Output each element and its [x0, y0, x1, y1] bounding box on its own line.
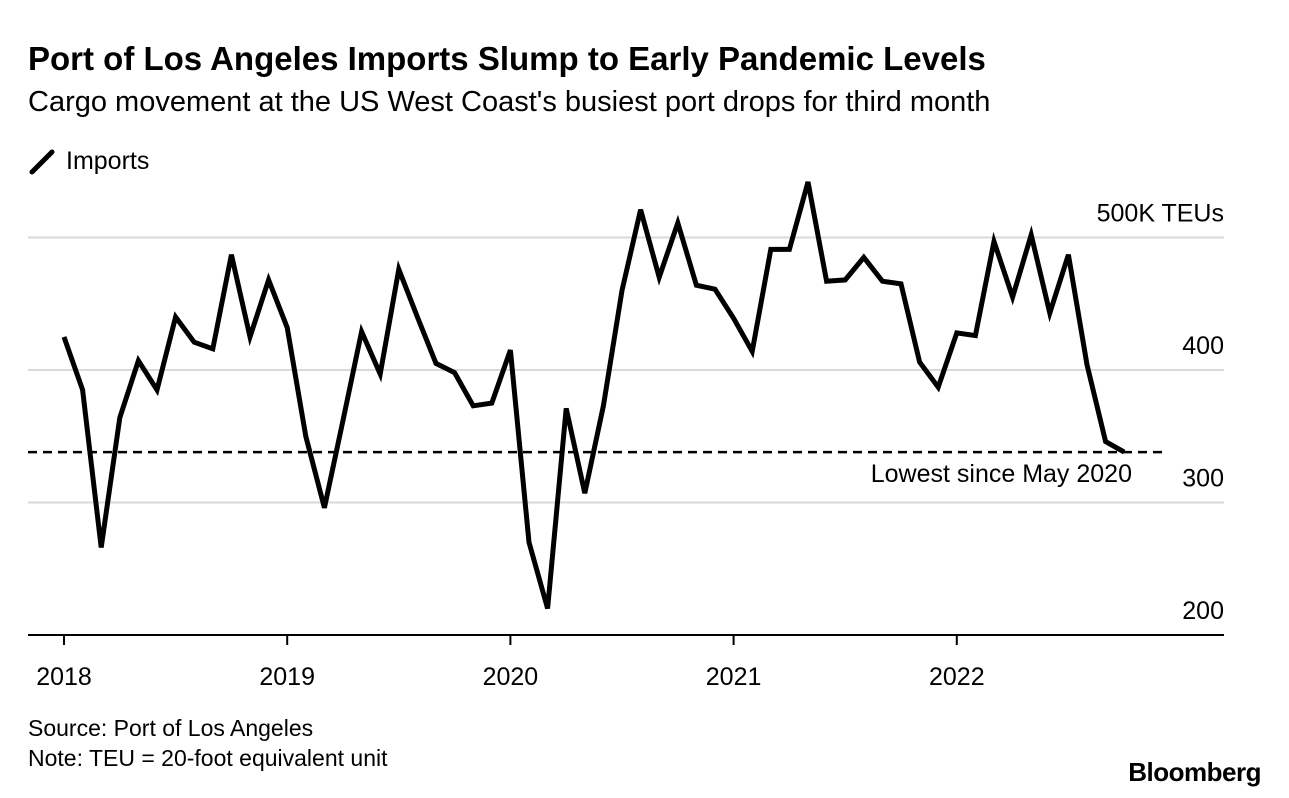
- y-tick-label-500: 500K TEUs: [1097, 200, 1224, 228]
- legend-label-imports: Imports: [66, 147, 150, 175]
- series-line-imports: [61, 181, 1126, 610]
- x-axis-labels: 2018 2019 2020 2021 2022: [36, 663, 984, 691]
- source-note: Source: Port of Los Angeles: [28, 715, 314, 741]
- y-axis-labels: 200 300 400 500K TEUs: [1097, 200, 1224, 626]
- reference-line-label: Lowest since May 2020: [871, 460, 1132, 488]
- teu-note: Note: TEU = 20-foot equivalent unit: [28, 745, 388, 771]
- chart-title: Port of Los Angeles Imports Slump to Ear…: [28, 40, 986, 77]
- legend: Imports: [28, 147, 149, 176]
- x-tick-label-2022: 2022: [929, 663, 985, 691]
- x-tick-label-2020: 2020: [483, 663, 539, 691]
- chart-subtitle: Cargo movement at the US West Coast's bu…: [28, 86, 991, 118]
- y-tick-label-200: 200: [1182, 597, 1224, 625]
- bloomberg-logo: Bloomberg: [1128, 757, 1261, 787]
- series-group: [61, 181, 1126, 610]
- x-tick-label-2021: 2021: [706, 663, 762, 691]
- gridlines: [28, 236, 1224, 504]
- legend-line-icon: [29, 149, 55, 174]
- reference-line-group: Lowest since May 2020: [28, 450, 1168, 488]
- x-axis: [28, 634, 1224, 645]
- x-tick-label-2019: 2019: [259, 663, 315, 691]
- y-tick-label-300: 300: [1182, 465, 1224, 493]
- x-tick-label-2018: 2018: [36, 663, 92, 691]
- y-tick-label-400: 400: [1182, 332, 1224, 360]
